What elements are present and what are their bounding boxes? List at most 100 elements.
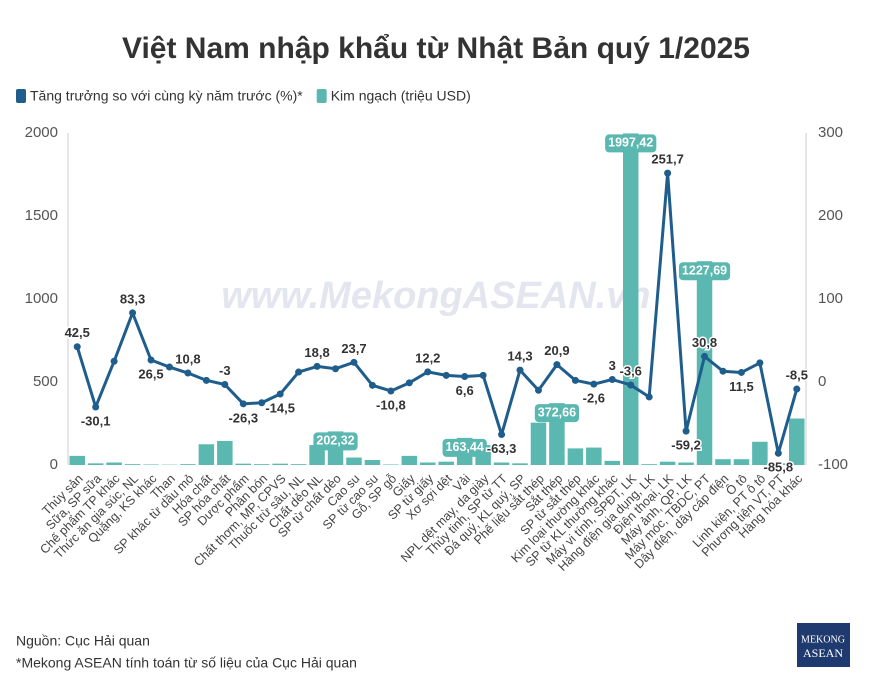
bar: [346, 457, 362, 465]
y2-tick-label: 100: [818, 290, 843, 307]
line-point: [516, 366, 524, 374]
line-point: [774, 449, 782, 457]
line-point: [479, 371, 487, 379]
bar-label-group: 372,66: [534, 404, 580, 423]
line-point: [221, 380, 229, 388]
y-tick-label: 0: [50, 456, 58, 473]
bar-label-bg: [313, 432, 358, 451]
bar-label-bg: [534, 404, 580, 423]
bar-label: 1997,42: [608, 136, 653, 150]
bar: [253, 464, 270, 465]
bar: [272, 463, 288, 465]
line-label: 251,7: [651, 152, 684, 167]
line-point: [461, 373, 469, 381]
bar: [678, 462, 694, 465]
bar: [622, 133, 639, 465]
line-label: 30,8: [692, 335, 717, 350]
watermark: www.MekongASEAN.vn: [221, 275, 650, 317]
bar: [364, 460, 381, 465]
line-point: [184, 369, 192, 377]
bar-label: 372,66: [538, 405, 576, 419]
line-point: [793, 385, 801, 393]
line-label: -3,6: [620, 363, 642, 378]
bar: [235, 463, 252, 465]
y-tick-label: 1500: [25, 207, 58, 224]
line-label: -8,5: [786, 367, 808, 382]
y2-tick-label: 200: [818, 207, 843, 224]
line-point: [276, 390, 284, 398]
line: [75, 171, 799, 455]
line-point: [350, 358, 358, 366]
line-point: [387, 387, 395, 395]
line-point: [608, 376, 616, 384]
bar: [604, 460, 621, 465]
line-point: [165, 363, 173, 371]
line-label: -26,3: [228, 410, 258, 425]
line-point: [737, 368, 745, 376]
bar-label-bg: [605, 134, 657, 153]
line-point: [258, 399, 266, 407]
bar: [789, 418, 805, 465]
line-label: -2,6: [583, 391, 605, 406]
line-point: [295, 368, 303, 376]
bar: [69, 455, 85, 465]
line-label: 23,7: [341, 341, 366, 356]
bar-label: 202,32: [316, 434, 354, 448]
line-label: -63,3: [487, 441, 517, 456]
line-point: [498, 431, 506, 439]
line-point: [239, 400, 247, 408]
line-point: [701, 352, 709, 360]
bar: [770, 463, 787, 465]
line-label: 12,2: [415, 350, 440, 365]
line-label: 20,9: [544, 343, 569, 358]
line-point: [73, 343, 81, 351]
line-label: -59,2: [671, 438, 701, 453]
line-label: 10,8: [175, 351, 200, 366]
line-point: [553, 361, 561, 369]
logo-text: ASEAN: [803, 646, 843, 660]
bar-label-bg: [678, 262, 731, 281]
bar: [641, 464, 657, 465]
line-point: [313, 362, 321, 370]
line-label: -30,1: [81, 413, 111, 428]
legend-label: Kim ngạch (triệu USD): [331, 88, 471, 104]
line-point: [719, 367, 727, 375]
bar: [715, 459, 731, 465]
logo-box: [797, 623, 850, 667]
bar-label-group: 163,44: [442, 438, 487, 457]
line-label: 14,3: [507, 349, 532, 364]
bar: [586, 447, 602, 465]
bar: [290, 464, 307, 465]
line-point: [682, 427, 690, 435]
bar-label-bg: [442, 438, 487, 457]
line-point: [110, 357, 118, 365]
line-point: [645, 393, 653, 401]
line-point: [202, 376, 210, 384]
bar: [512, 463, 528, 465]
source-note: Nguồn: Cục Hải quan: [16, 633, 150, 649]
line-label: -3: [219, 363, 231, 378]
line-label: -85,8: [764, 460, 794, 475]
line-point: [627, 381, 635, 389]
bar: [733, 459, 750, 465]
y-tick-label: 1000: [25, 290, 58, 307]
bar: [87, 463, 104, 465]
line-label: 18,8: [304, 345, 329, 360]
line-point: [405, 379, 413, 387]
bar: [198, 444, 215, 465]
line-point: [147, 356, 155, 364]
bar-label-group: 1997,42: [605, 134, 657, 153]
y2-tick-label: 0: [818, 373, 826, 390]
line-point: [534, 386, 542, 394]
line-label: 42,5: [65, 325, 90, 340]
bar: [567, 448, 584, 465]
bar: [493, 462, 510, 465]
line-label: -10,8: [376, 397, 406, 412]
legend-label: Tăng trưởng so với cùng kỳ năm trước (%)…: [30, 88, 303, 104]
line-label: 6,6: [456, 383, 474, 398]
chart-title: Việt Nam nhập khẩu từ Nhật Bản quý 1/202…: [122, 32, 750, 65]
bar: [530, 422, 547, 465]
line-point: [664, 169, 672, 177]
y-tick-label: 2000: [25, 124, 58, 141]
bar: [752, 441, 768, 465]
